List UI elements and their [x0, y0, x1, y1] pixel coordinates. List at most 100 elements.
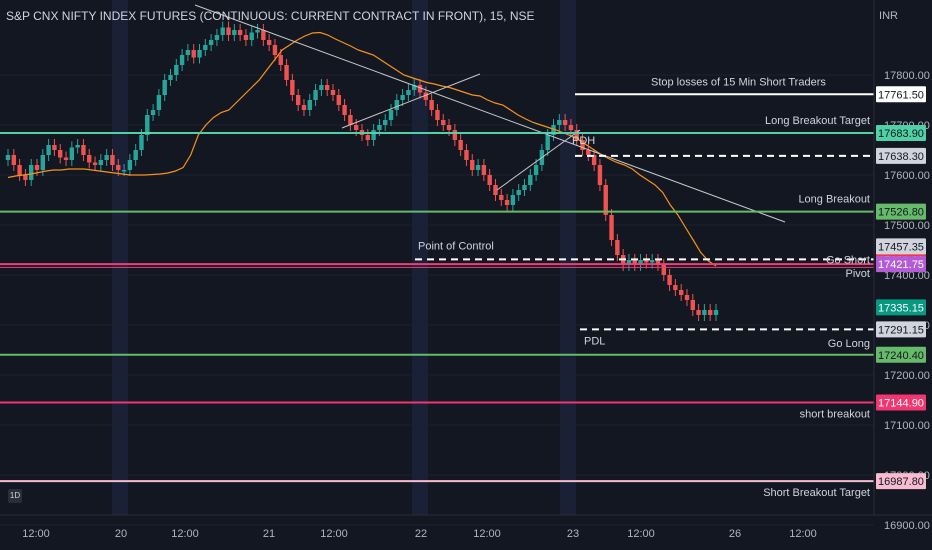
point-of-control-label: Point of Control: [418, 240, 494, 252]
y-axis-tick-label: 17500.00: [884, 220, 930, 232]
price-tag: [876, 256, 926, 273]
price-tag: [876, 147, 926, 164]
moving-average-line: [7, 31, 717, 267]
chart-title: S&P CNX NIFTY INDEX FUTURES (CONTINUOUS:…: [6, 9, 535, 23]
level-label: Long Breakout Target: [765, 115, 870, 127]
candle-body: [661, 265, 666, 275]
candle-body: [307, 100, 312, 110]
candle-body: [568, 125, 574, 130]
candle-body: [104, 155, 109, 160]
candle-body: [707, 310, 713, 315]
candle-body: [615, 240, 620, 255]
candle-body: [702, 310, 707, 315]
level-label: PDL: [584, 335, 605, 347]
candle-body: [487, 175, 492, 185]
candle-body: [191, 50, 196, 58]
candle-body: [313, 90, 318, 100]
candle-body: [278, 55, 283, 65]
x-axis-tick-label: 26: [729, 528, 741, 540]
candle-body: [557, 120, 562, 125]
candle-body: [667, 275, 672, 285]
currency-label[interactable]: INR: [879, 10, 898, 22]
price-tag-label: 17683.90: [878, 128, 924, 140]
candle-body: [684, 295, 690, 300]
candle-body: [417, 85, 423, 93]
candle-body: [121, 170, 127, 172]
candle-body: [412, 85, 417, 90]
session-band: [112, 0, 128, 515]
candle-body: [52, 145, 57, 150]
price-tag: [876, 299, 926, 316]
candle-body: [499, 195, 504, 200]
candle-body: [713, 310, 719, 315]
y-axis-tick-label: 17800.00: [884, 70, 930, 82]
y-axis-tick-label: 17200.00: [884, 370, 930, 382]
candle-body: [156, 95, 162, 110]
candle-body: [481, 165, 487, 175]
candle-body: [626, 260, 632, 265]
candle-body: [150, 110, 156, 115]
candle-body: [551, 125, 556, 135]
candle-body: [528, 175, 533, 185]
level-label: Stop losses of 15 Min Short Traders: [651, 76, 826, 88]
price-tag: [876, 321, 926, 338]
candle-body: [353, 125, 359, 130]
candle-body: [609, 215, 614, 240]
candle-body: [255, 30, 260, 33]
candle-body: [464, 150, 469, 160]
candle-body: [475, 165, 481, 170]
price-tag: [876, 473, 926, 490]
candle-body: [290, 80, 295, 95]
candle-body: [133, 150, 138, 160]
price-tag: [876, 238, 926, 255]
level-label: Pivot: [846, 268, 870, 280]
candle-body: [220, 27, 225, 35]
y-axis-tick-label: 17400.00: [884, 270, 930, 282]
x-axis-tick-label: 22: [415, 528, 427, 540]
trendline[interactable]: [496, 129, 581, 191]
candle-body: [232, 30, 237, 35]
candle-body: [644, 260, 649, 263]
interval-badge[interactable]: 1D: [8, 489, 22, 503]
price-tag-label: 16987.80: [878, 476, 924, 488]
candle-body: [5, 155, 11, 160]
candle-body: [574, 130, 579, 140]
x-axis-tick-label: 12:00: [627, 528, 655, 540]
candle-body: [603, 185, 608, 215]
price-tag: [876, 203, 926, 220]
trendline[interactable]: [341, 73, 481, 129]
candle-body: [377, 125, 382, 130]
session-band: [412, 0, 428, 515]
y-axis-tick-label: 16900.00: [884, 520, 930, 532]
price-tag-label: 17526.80: [878, 207, 924, 219]
candle-body: [197, 50, 202, 58]
price-tag-label: 17291.15: [878, 324, 924, 336]
candle-body: [46, 145, 51, 155]
candle-body: [185, 50, 191, 55]
x-axis-tick-label: 20: [115, 528, 127, 540]
candle-body: [562, 120, 568, 125]
candle-body: [324, 85, 330, 90]
y-axis-tick-label: 17100.00: [884, 420, 930, 432]
candle-body: [208, 40, 214, 45]
candle-body: [127, 160, 133, 170]
trendline[interactable]: [194, 4, 786, 223]
candle-body: [493, 185, 498, 195]
candle-body: [435, 110, 440, 120]
candle-body: [383, 120, 388, 125]
candle-body: [586, 150, 591, 155]
candle-body: [17, 165, 22, 175]
candle-body: [545, 135, 550, 150]
price-tag-label: 17144.90: [878, 398, 924, 410]
candle-body: [365, 135, 371, 140]
candle-body: [214, 35, 220, 40]
candle-body: [266, 40, 272, 45]
candle-body: [295, 95, 301, 105]
candle-body: [655, 260, 661, 265]
candle-body: [69, 147, 75, 160]
candle-body: [237, 30, 243, 35]
x-axis-tick-label: 12:00: [22, 528, 50, 540]
y-axis-tick-label: 17600.00: [884, 170, 930, 182]
price-tag: [876, 346, 926, 363]
